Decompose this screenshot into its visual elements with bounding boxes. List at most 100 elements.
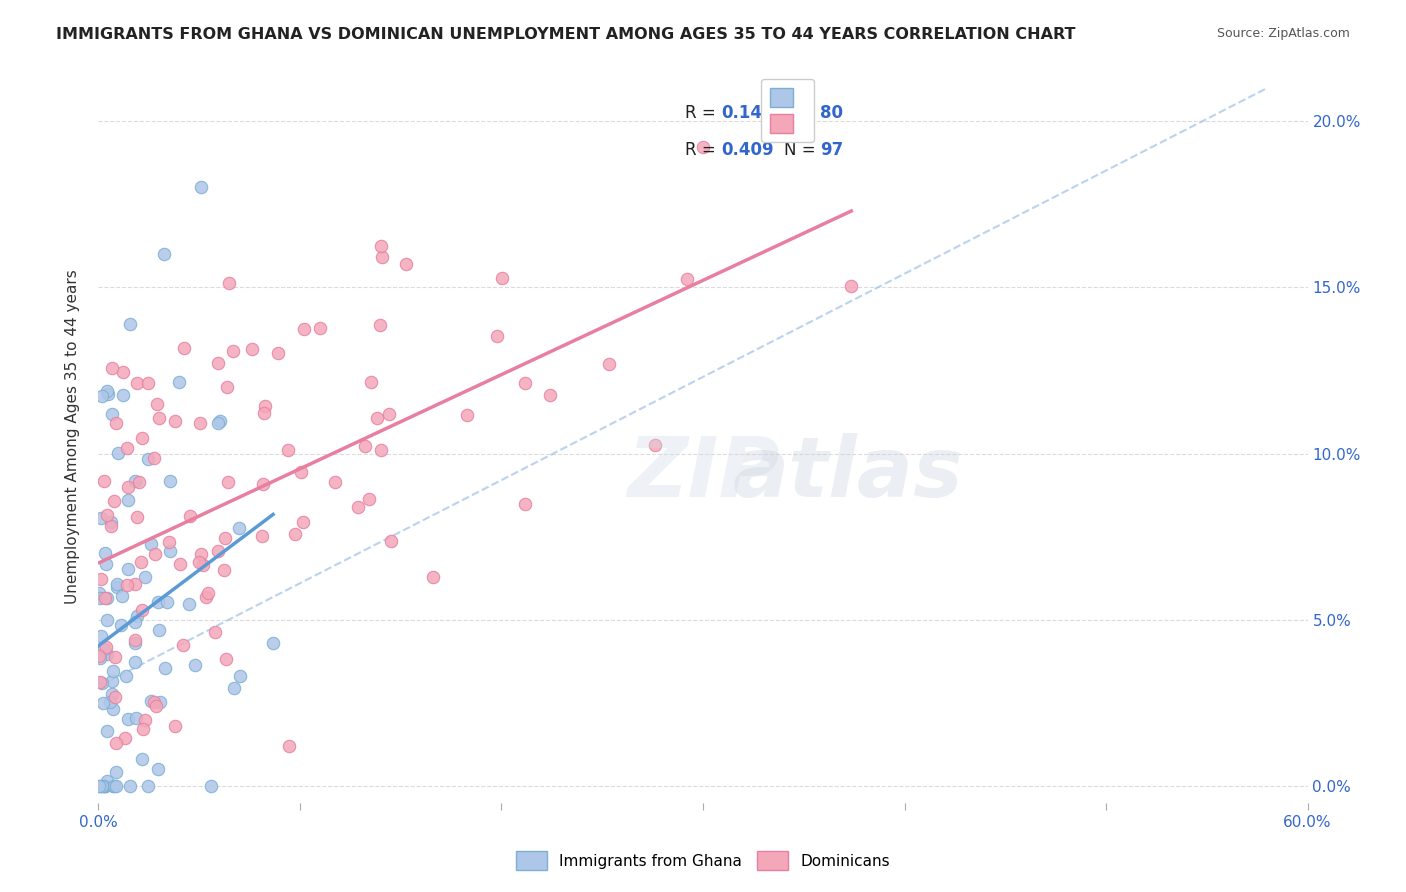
Point <box>262 636 284 650</box>
Point <box>96 774 118 789</box>
Point <box>93 642 115 657</box>
Point <box>207 356 229 370</box>
Point <box>115 441 138 455</box>
Text: Source: ZipAtlas.com: Source: ZipAtlas.com <box>1216 27 1350 40</box>
Point <box>101 779 124 793</box>
Point <box>124 633 146 648</box>
Point <box>125 711 148 725</box>
Point <box>91 675 114 690</box>
Point <box>103 649 125 664</box>
Point <box>101 702 124 716</box>
Point <box>353 439 375 453</box>
Point <box>94 558 117 572</box>
Text: 0.409: 0.409 <box>721 141 773 159</box>
Point <box>308 321 330 335</box>
Text: R =: R = <box>685 104 721 122</box>
Point <box>228 520 250 534</box>
Point <box>105 416 128 430</box>
Point <box>252 477 274 491</box>
Point <box>118 779 141 793</box>
Point <box>378 407 401 421</box>
Point <box>179 509 201 524</box>
Point <box>131 752 153 766</box>
Point <box>155 594 177 608</box>
Point <box>100 515 122 529</box>
Point <box>93 474 115 488</box>
Point <box>129 555 152 569</box>
Point <box>159 544 181 558</box>
Point <box>125 608 148 623</box>
Point <box>131 431 153 445</box>
Point <box>839 279 862 293</box>
Point <box>124 655 146 669</box>
Text: IMMIGRANTS FROM GHANA VS DOMINICAN UNEMPLOYMENT AMONG AGES 35 TO 44 YEARS CORREL: IMMIGRANTS FROM GHANA VS DOMINICAN UNEMP… <box>56 27 1076 42</box>
Point <box>184 658 207 673</box>
Point <box>513 497 536 511</box>
Text: ZIP: ZIP <box>627 434 779 514</box>
Point <box>456 408 478 422</box>
Point <box>96 591 118 606</box>
Point <box>207 416 229 430</box>
Point <box>172 638 194 652</box>
Point <box>513 376 536 390</box>
Point <box>103 494 125 508</box>
Point <box>117 712 139 726</box>
Point <box>491 270 513 285</box>
Point <box>240 343 263 357</box>
Point <box>368 318 391 332</box>
Text: 80: 80 <box>820 104 844 122</box>
Point <box>120 317 142 331</box>
Point <box>90 629 112 643</box>
Point <box>105 736 128 750</box>
Point <box>104 690 127 704</box>
Point <box>100 361 122 376</box>
Point <box>163 719 186 733</box>
Y-axis label: Unemployment Among Ages 35 to 44 years: Unemployment Among Ages 35 to 44 years <box>65 269 80 605</box>
Point <box>157 535 180 549</box>
Point <box>366 411 388 425</box>
Point <box>214 531 236 545</box>
Point <box>117 493 139 508</box>
Point <box>141 693 163 707</box>
Point <box>103 664 125 678</box>
Point <box>124 615 146 629</box>
Point <box>128 475 150 490</box>
Point <box>117 562 139 576</box>
Point <box>90 389 112 403</box>
Text: R =: R = <box>685 141 721 159</box>
Point <box>228 669 250 683</box>
Point <box>347 500 370 514</box>
Point <box>111 590 134 604</box>
Point <box>89 591 111 605</box>
Point <box>136 376 159 390</box>
Point <box>207 544 229 558</box>
Text: 0.140: 0.140 <box>721 104 773 122</box>
Point <box>149 695 172 709</box>
Point <box>100 518 122 533</box>
Point <box>153 661 176 675</box>
Point <box>103 779 125 793</box>
Point <box>143 695 166 709</box>
Point <box>110 618 132 632</box>
Point <box>112 365 135 379</box>
Point <box>93 546 115 560</box>
Point <box>93 696 115 710</box>
Point <box>422 569 444 583</box>
Point <box>148 623 170 637</box>
Point <box>179 597 201 611</box>
Point <box>215 380 238 394</box>
Point <box>143 450 166 465</box>
Point <box>117 480 139 494</box>
Point <box>195 590 218 604</box>
Point <box>208 414 231 428</box>
Point <box>94 779 117 793</box>
Point <box>94 779 117 793</box>
Point <box>538 387 561 401</box>
Point <box>111 388 134 402</box>
Point <box>87 779 110 793</box>
Point <box>89 586 111 600</box>
Point <box>125 510 148 524</box>
Point <box>204 625 226 640</box>
Point <box>145 698 167 713</box>
Point <box>125 376 148 390</box>
